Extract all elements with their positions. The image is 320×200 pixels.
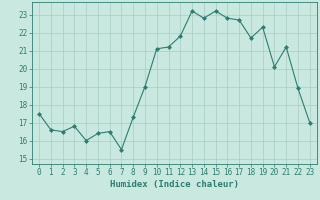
- X-axis label: Humidex (Indice chaleur): Humidex (Indice chaleur): [110, 180, 239, 189]
